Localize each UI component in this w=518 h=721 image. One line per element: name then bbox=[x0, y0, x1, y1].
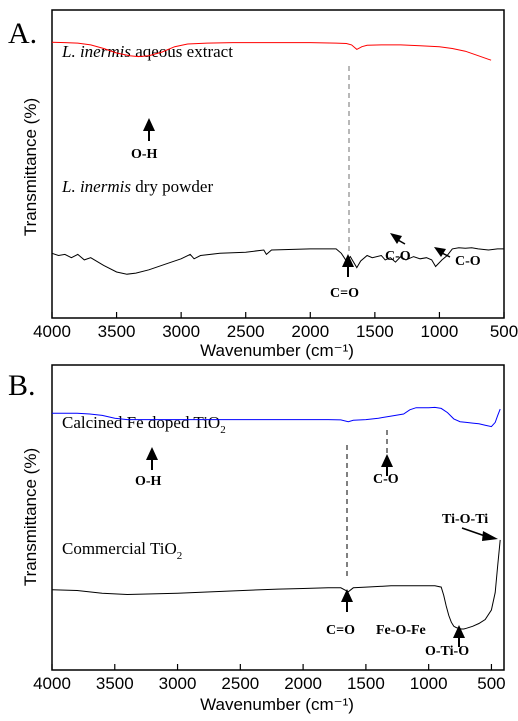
panel-b: B. Calcined Fe doped TiO2 Commercial TiO… bbox=[8, 364, 506, 714]
panel-a-y-axis-title: Transmittance (%) bbox=[21, 98, 40, 236]
panel-a: A. L. inermis aqeous extract L. inermis … bbox=[8, 9, 518, 360]
panel-b-x-tick-label-2000: 2000 bbox=[284, 674, 322, 693]
panel-b-x-tick-label-1500: 1500 bbox=[347, 674, 385, 693]
panel-a-annotation-co-1: C-O bbox=[385, 233, 411, 264]
panel-a-series-2-label-italic: L. inermis bbox=[61, 177, 131, 196]
panel-a-annotation-co-1-text: C-O bbox=[385, 249, 411, 264]
panel-b-x-tick-label-4000: 4000 bbox=[33, 674, 71, 693]
panel-b-annotation-tioti: Ti-O-Ti bbox=[442, 512, 498, 541]
panel-b-x-tick-label-2500: 2500 bbox=[221, 674, 259, 693]
panel-a-series-1-label-rest: aqeous extract bbox=[131, 42, 233, 61]
panel-a-series-aqueous-extract-line bbox=[51, 41, 492, 61]
panel-a-plot-frame bbox=[51, 9, 505, 319]
panel-a-x-ticks: 4000 3500 3000 2500 2000 1500 1000 500 bbox=[33, 312, 518, 341]
panel-b-series-2-label: Commercial TiO2 bbox=[62, 539, 182, 562]
panel-b-annotation-oh-text: O-H bbox=[135, 474, 162, 489]
panel-a-x-tick-label-500: 500 bbox=[490, 322, 518, 341]
panel-b-x-tick-label-500: 500 bbox=[477, 674, 505, 693]
panel-b-series-1-label-sub: 2 bbox=[220, 424, 226, 436]
panel-a-x-tick-label-2000: 2000 bbox=[291, 322, 329, 341]
panel-a-series-dry-powder-line bbox=[51, 247, 504, 275]
panel-b-x-tick-label-3000: 3000 bbox=[159, 674, 197, 693]
panel-b-annotation-co-text: C-O bbox=[373, 472, 399, 487]
panel-a-x-tick-label-3000: 3000 bbox=[162, 322, 200, 341]
panel-b-series-commercial-tio2-line bbox=[51, 539, 501, 630]
panel-a-annotation-co-2-text: C-O bbox=[455, 254, 481, 269]
panel-b-annotation-feofe-text: Fe-O-Fe bbox=[376, 623, 426, 638]
panel-a-series-1-label-italic: L. inermis bbox=[61, 42, 131, 61]
panel-a-series-2-label-rest: dry powder bbox=[131, 177, 213, 196]
panel-a-x-tick-label-1500: 1500 bbox=[356, 322, 394, 341]
panel-b-series-1-label: Calcined Fe doped TiO2 bbox=[62, 413, 226, 436]
panel-b-annotation-co-double-text: C=O bbox=[326, 623, 355, 638]
panel-b-series-2-label-sub: 2 bbox=[177, 550, 183, 562]
panel-b-annotation-oh: O-H bbox=[135, 447, 162, 489]
panel-b-annotation-co-double: C=O bbox=[326, 589, 355, 638]
panel-b-series-calcined-fe-tio2-line bbox=[52, 406, 501, 428]
panel-a-annotation-oh: O-H bbox=[131, 118, 158, 162]
panel-b-annotation-tioti-text: Ti-O-Ti bbox=[442, 512, 488, 527]
panel-b-annotation-otio-text: O-Ti-O bbox=[425, 644, 469, 659]
panel-a-series-1-label: L. inermis aqeous extract bbox=[61, 42, 233, 61]
panel-b-x-axis-title: Wavenumber (cm⁻¹) bbox=[200, 695, 354, 714]
panel-b-x-ticks: 4000 3500 3000 2500 2000 1500 1000 500 bbox=[33, 664, 506, 693]
panel-a-annotation-co-2: C-O bbox=[434, 247, 481, 269]
panel-a-x-tick-label-4000: 4000 bbox=[33, 322, 71, 341]
panel-b-annotation-otio: O-Ti-O bbox=[425, 625, 469, 659]
panel-b-plot-frame bbox=[51, 364, 505, 671]
panel-b-letter: B. bbox=[8, 369, 36, 402]
panel-b-y-axis-title: Transmittance (%) bbox=[21, 448, 40, 586]
panel-b-x-tick-label-3500: 3500 bbox=[96, 674, 134, 693]
panel-a-annotation-oh-text: O-H bbox=[131, 147, 158, 162]
panel-b-annotation-co: C-O bbox=[373, 454, 399, 487]
panel-b-x-tick-label-1000: 1000 bbox=[410, 674, 448, 693]
panel-a-x-tick-label-3500: 3500 bbox=[98, 322, 136, 341]
panel-b-series-2-label-main: Commercial TiO bbox=[62, 539, 177, 558]
panel-a-annotation-co-double: C=O bbox=[330, 254, 359, 301]
panel-a-x-axis-title: Wavenumber (cm⁻¹) bbox=[200, 341, 354, 360]
panel-a-x-tick-label-1000: 1000 bbox=[421, 322, 459, 341]
panel-a-annotation-co-double-text: C=O bbox=[330, 286, 359, 301]
panel-a-series-2-label: L. inermis dry powder bbox=[61, 177, 213, 196]
panel-a-x-tick-label-2500: 2500 bbox=[227, 322, 265, 341]
panel-a-letter: A. bbox=[8, 17, 37, 50]
panel-b-series-1-label-main: Calcined Fe doped TiO bbox=[62, 413, 220, 432]
